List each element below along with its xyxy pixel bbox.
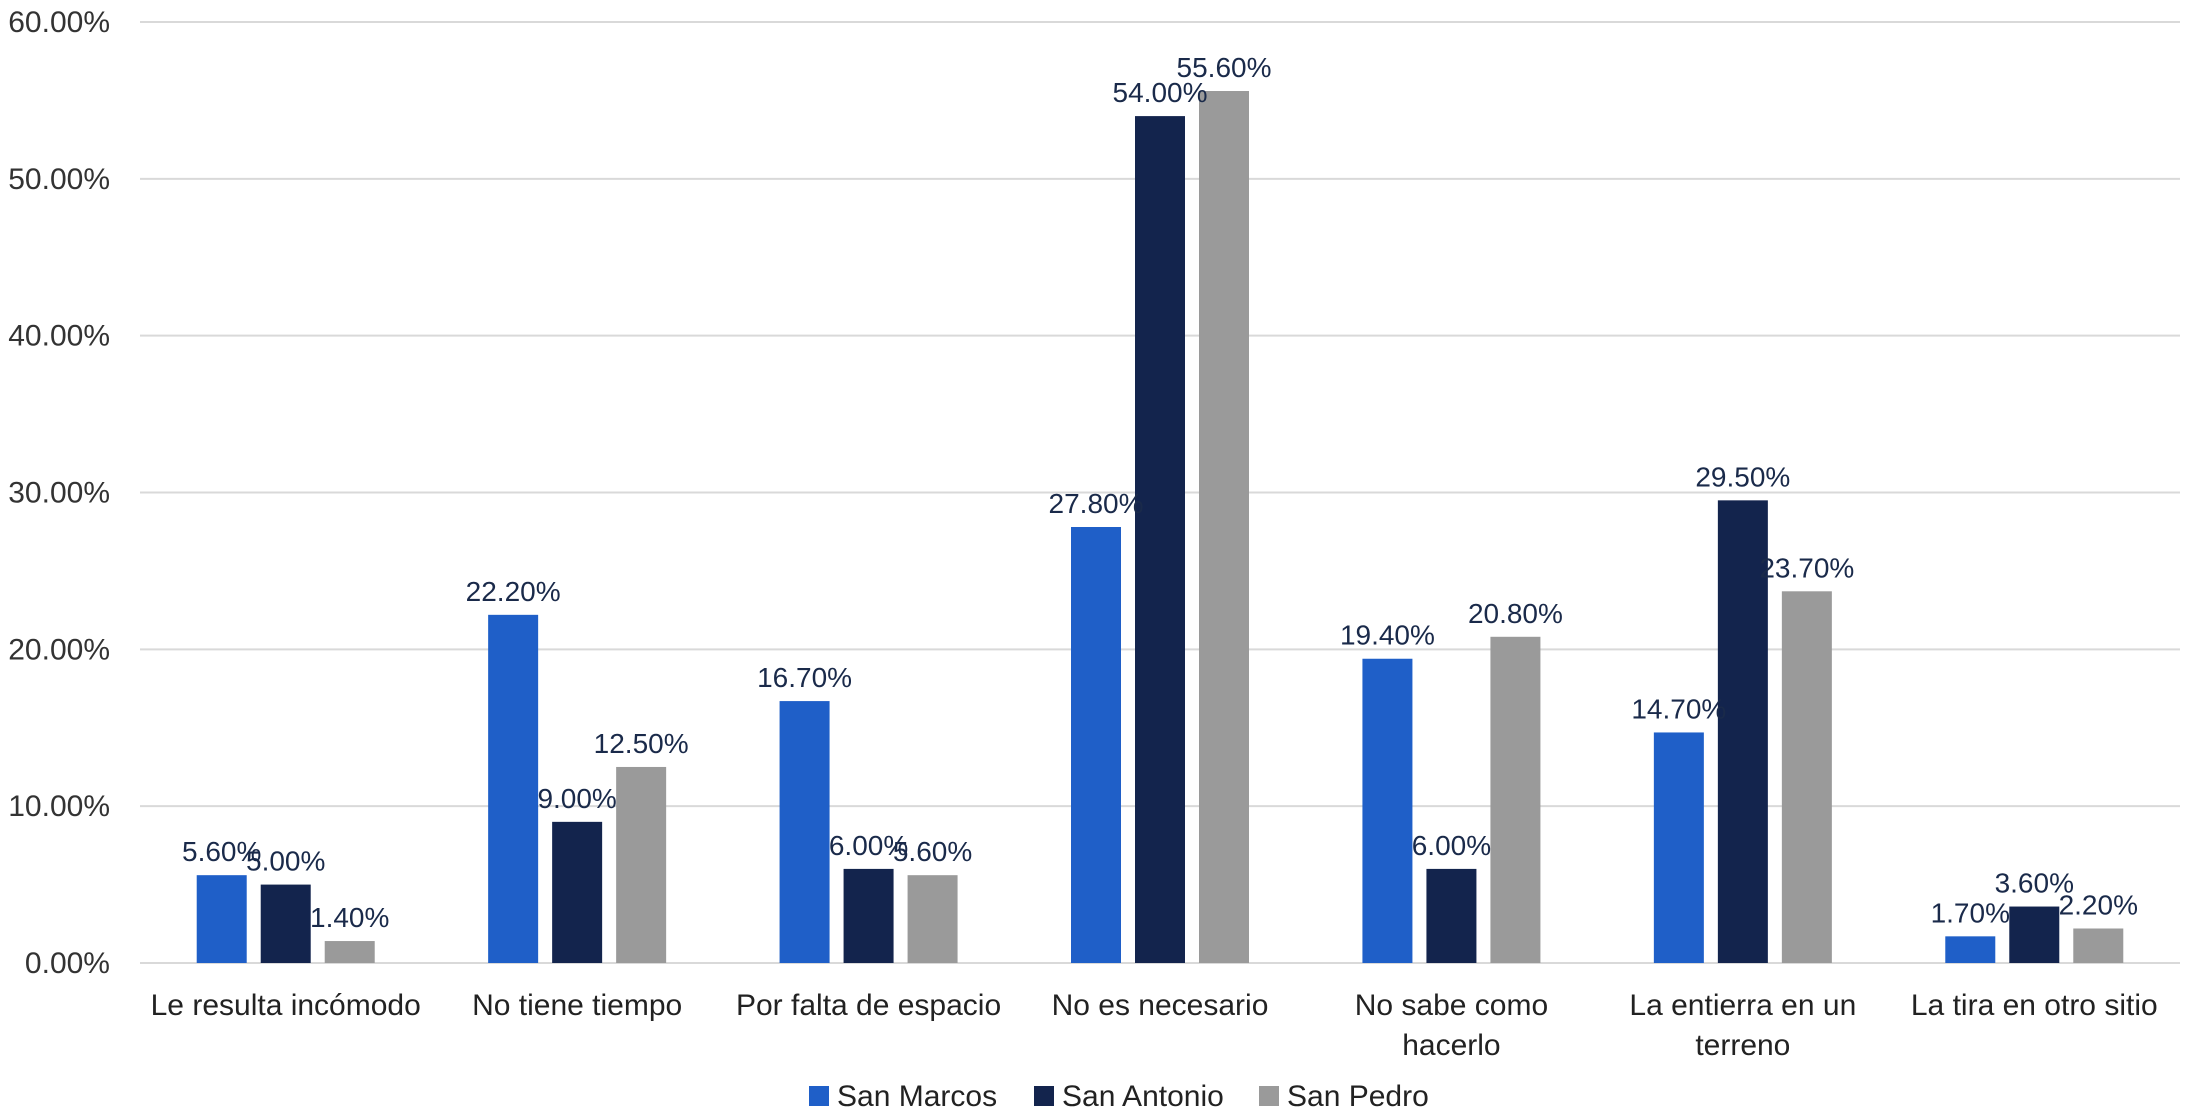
bar-san-pedro [1781, 591, 1832, 963]
data-label: 23.70% [1759, 552, 1854, 583]
bar-san-pedro [616, 766, 667, 963]
data-label: 1.40% [310, 902, 389, 933]
data-label: 9.00% [537, 783, 616, 814]
bar-san-antonio [260, 884, 311, 963]
legend-item-san-marcos: San Marcos [809, 1080, 997, 1113]
legend-item-san-pedro: San Pedro [1259, 1080, 1429, 1113]
bar-san-marcos [1653, 732, 1704, 963]
legend-label: San Antonio [1062, 1080, 1224, 1113]
legend-swatch [809, 1086, 829, 1106]
bar-san-antonio [843, 868, 894, 963]
x-tick-label: La entierra en un terreno [1629, 989, 1856, 1062]
x-tick-label-line: No sabe como [1355, 989, 1548, 1022]
y-tick-label: 10.00% [8, 790, 110, 823]
x-tick-label-line: No tiene tiempo [472, 989, 682, 1022]
data-label: 12.50% [594, 728, 689, 759]
data-label: 29.50% [1695, 461, 1790, 492]
data-label: 22.20% [466, 576, 561, 607]
x-tick-label: No tiene tiempo [472, 989, 682, 1022]
legend-swatch [1259, 1086, 1279, 1106]
x-tick-label-line: Por falta de espacio [736, 989, 1001, 1022]
x-tick-label-line: hacerlo [1402, 1029, 1500, 1062]
bar-san-antonio [552, 821, 603, 963]
data-label: 1.70% [1931, 897, 2010, 928]
data-label: 19.40% [1340, 620, 1435, 651]
bar-san-pedro [1490, 636, 1541, 963]
bar-san-marcos [779, 701, 830, 963]
x-tick-label: Por falta de espacio [736, 989, 1001, 1022]
bar-san-marcos [1071, 527, 1121, 963]
bar-san-antonio [2009, 906, 2060, 963]
x-tick-label-line: terreno [1695, 1029, 1790, 1062]
bar-san-pedro [1199, 91, 1249, 964]
data-label: 6.00% [1412, 830, 1491, 861]
data-label: 5.60% [893, 836, 972, 867]
y-tick-label: 0.00% [25, 947, 110, 980]
data-label: 54.00% [1113, 77, 1208, 108]
bar-san-pedro [907, 875, 958, 963]
bar-san-antonio [1717, 500, 1768, 963]
legend-swatch [1034, 1086, 1054, 1106]
y-tick-label: 40.00% [8, 320, 110, 353]
data-label: 3.60% [1995, 868, 2074, 899]
bar-san-pedro [2073, 928, 2124, 963]
x-tick-label-line: La tira en otro sitio [1911, 989, 2158, 1022]
legend-label: San Pedro [1287, 1080, 1429, 1113]
x-tick-label: No sabe como hacerlo [1355, 989, 1548, 1062]
x-tick-label-line: No es necesario [1052, 989, 1269, 1022]
data-label: 27.80% [1049, 488, 1144, 519]
data-label: 55.60% [1177, 52, 1272, 83]
bar-san-marcos [1362, 658, 1413, 963]
bar-san-pedro [324, 941, 375, 963]
data-label: 5.60% [182, 836, 261, 867]
data-labels: 5.60% 22.20% 16.70% 27.80% 19.40% 14.70% 1.70%… [182, 52, 2138, 933]
y-tick-label: 50.00% [8, 163, 110, 196]
bar-san-antonio [1426, 868, 1477, 963]
data-label: 14.70% [1631, 693, 1726, 724]
x-tick-label-line: La entierra en un [1629, 989, 1856, 1022]
x-tick-label: No es necesario [1052, 989, 1269, 1022]
legend-item-san-antonio: San Antonio [1034, 1080, 1224, 1113]
x-tick-label: La tira en otro sitio [1911, 989, 2158, 1022]
bar-san-antonio [1135, 116, 1185, 964]
x-tick-label: Le resulta incómodo [151, 989, 421, 1022]
y-tick-label: 30.00% [8, 477, 110, 510]
x-tick-label-line: Le resulta incómodo [151, 989, 421, 1022]
data-label: 16.70% [757, 662, 852, 693]
bar-san-marcos [488, 614, 539, 963]
data-label: 5.00% [246, 846, 325, 877]
legend-label: San Marcos [837, 1080, 997, 1113]
x-axis: Le resulta incómodo No tiene tiempo Por fa… [151, 989, 2158, 1062]
bar-san-marcos [196, 875, 247, 963]
y-axis: 0.00% 10.00% 20.00% 30.00% 40.00% 50.00% 60.00… [8, 6, 110, 980]
data-label: 6.00% [829, 830, 908, 861]
data-label: 20.80% [1468, 598, 1563, 629]
y-tick-label: 20.00% [8, 633, 110, 666]
bars [196, 91, 2124, 964]
data-label: 2.20% [2059, 889, 2138, 920]
legend: San Marcos San Antonio San Pedro [809, 1080, 1429, 1113]
y-tick-label: 60.00% [8, 6, 110, 39]
bar-san-marcos [1945, 936, 1996, 963]
